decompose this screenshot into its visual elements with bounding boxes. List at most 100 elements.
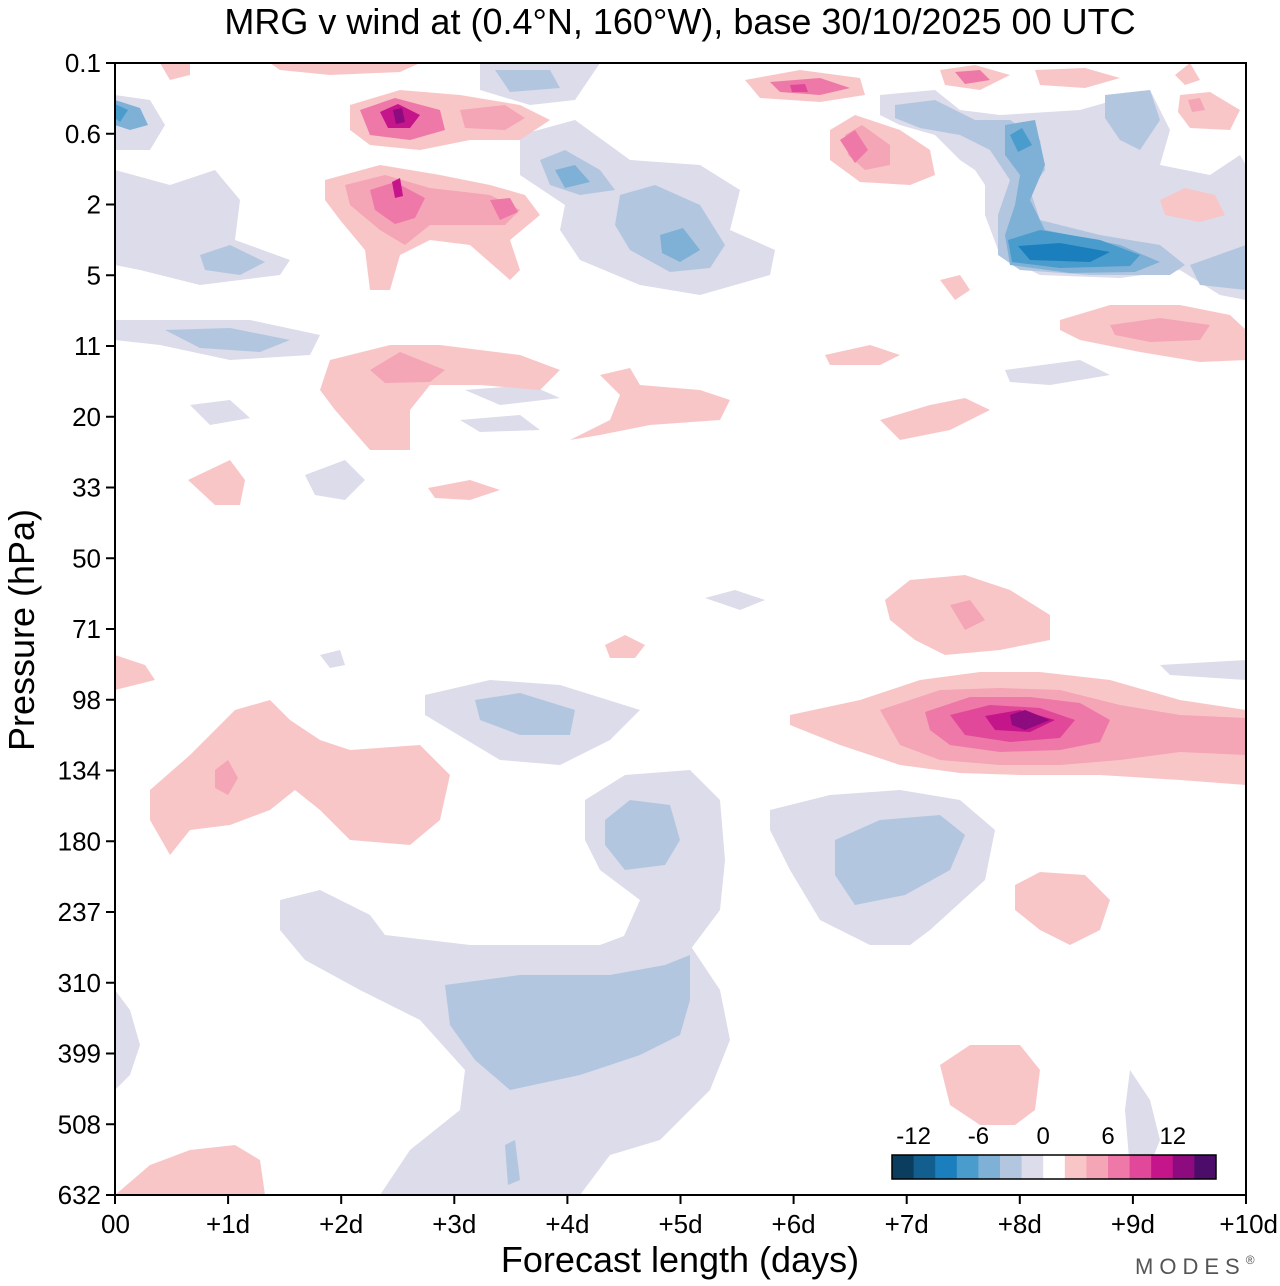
contour-neg-top-left-core	[115, 104, 128, 122]
colorbar-swatch	[892, 1155, 915, 1179]
x-tick-label: +3d	[432, 1209, 476, 1239]
x-axis-label: Forecast length (days)	[501, 1239, 859, 1280]
contour-pos-left-98hPa	[115, 655, 155, 690]
y-tick-label: 180	[58, 826, 101, 856]
y-tick-label: 310	[58, 968, 101, 998]
x-tick-label: +1d	[206, 1209, 250, 1239]
y-tick-label: 98	[72, 685, 101, 715]
colorbar-swatch	[1043, 1155, 1066, 1179]
contour-pos-9d-11hPa-inner	[1110, 318, 1210, 342]
x-tick-label: +10d	[1219, 1209, 1278, 1239]
contour-pos-8d-450hPa	[940, 1045, 1040, 1125]
y-axis-label: Pressure (hPa)	[1, 509, 42, 751]
contour-neg-right-core-top	[1010, 128, 1032, 152]
x-tick-label: +4d	[545, 1209, 589, 1239]
contour-neg-600hPa-right	[1125, 1070, 1160, 1170]
contour-pos-10d-4hPa	[940, 275, 970, 300]
x-tick-label: 00	[101, 1209, 130, 1239]
y-tick-label: 508	[58, 1109, 101, 1139]
colorbar-tick-label: 12	[1159, 1123, 1186, 1150]
contour-pos-6d-upper-inner	[770, 78, 850, 95]
y-axis: 0.1 0.6 2 5 11 20 33 50 71 98 134 180 237 310 399 508 63…	[58, 48, 115, 1210]
x-tick-label: +8d	[998, 1209, 1042, 1239]
contour-neg-20hPa	[190, 400, 250, 425]
contour-neg-55hPa	[705, 590, 765, 610]
contour-neg-80hPa	[320, 650, 345, 668]
contour-neg-98hPa-inner	[475, 693, 575, 735]
y-tick-label: 33	[72, 473, 101, 503]
x-tick-label: +9d	[1111, 1209, 1155, 1239]
colorbar-swatch	[1021, 1155, 1044, 1179]
chart-title: MRG v wind at (0.4°N, 160°W), base 30/10…	[224, 1, 1135, 42]
contour-pos-2.5d-2hPa-inner	[370, 182, 425, 224]
colorbar-frame	[891, 1154, 1217, 1180]
colorbar-swatch	[913, 1155, 936, 1179]
contour-neg-4d-core	[555, 165, 590, 188]
contour-pos-3d-upper	[460, 105, 525, 130]
contour-pos-8.5d-240hPa	[1015, 872, 1110, 945]
colorbar-swatch	[1000, 1155, 1023, 1179]
y-tick-label: 0.6	[65, 119, 101, 149]
colorbar-tick-label: -12	[896, 1123, 931, 1150]
contour-neg-5d-core	[660, 228, 700, 262]
colorbar-swatch	[1151, 1155, 1174, 1179]
x-axis: 00 +1d +2d +3d +4d +5d +6d +7d +8d +9d +10d	[101, 1195, 1278, 1239]
colorbar-swatch	[956, 1155, 979, 1179]
contour-pos-10d-upper-inner	[1188, 98, 1205, 112]
y-tick-label: 399	[58, 1039, 101, 1069]
contour-neg-11hPa-inner	[165, 328, 290, 352]
contour-pos-2.5d-2hPa-core	[392, 178, 403, 198]
colorbar-swatch	[1172, 1155, 1195, 1179]
colorbar-swatch	[978, 1155, 1001, 1179]
contour-neg-98hPa-right	[1160, 660, 1246, 680]
colorbar-tick-label: -6	[968, 1123, 989, 1150]
contour-neg-180hPa-right-inner	[835, 815, 965, 905]
contour-neg-33hPa	[305, 460, 365, 500]
contour-pos-2.5d-11hPa-inner	[370, 352, 445, 383]
contour-neg-left-5	[200, 245, 265, 275]
contour-pos-6.5d-core	[840, 130, 868, 163]
contour-pos-top-upper	[270, 63, 420, 75]
contour-fills	[115, 63, 1246, 1195]
y-tick-label: 0.1	[65, 48, 101, 78]
brand-mark: ®	[1246, 1253, 1255, 1267]
contour-neg-right-edge	[1190, 245, 1246, 290]
contour-pos-1d-33hPa	[188, 460, 245, 505]
contour-pos-3d-33hPa	[428, 480, 500, 500]
contour-neg-17hPa-right	[1005, 360, 1110, 385]
y-tick-label: 632	[58, 1180, 101, 1210]
colorbar-swatch	[1194, 1155, 1217, 1179]
contour-pos-8d-top-inner	[955, 70, 990, 84]
contour-neg-right-core	[1018, 243, 1110, 262]
colorbar-tick-label: 6	[1101, 1123, 1114, 1150]
y-tick-label: 134	[58, 756, 101, 786]
contour-pos-10d-top	[1175, 63, 1200, 85]
contour-pos-1d-150hPa-inner	[215, 760, 238, 795]
x-tick-label: +6d	[772, 1209, 816, 1239]
contour-pos-8d-71hPa-inner	[950, 600, 985, 630]
contour-neg-right-9d	[1105, 90, 1160, 150]
contour-pos-6d-upper-core	[790, 84, 808, 92]
contour-neg-300hPa-inner	[445, 955, 690, 1090]
x-tick-label: +2d	[319, 1209, 363, 1239]
x-tick-label: +5d	[658, 1209, 702, 1239]
plot-area	[114, 62, 1247, 1196]
contour-pos-5d-20hPa	[560, 368, 730, 445]
contour-pos-4.5d-70hPa	[605, 635, 645, 658]
colorbar-swatch	[1129, 1155, 1152, 1179]
y-tick-label: 50	[72, 543, 101, 573]
contour-neg-600hPa	[505, 1140, 520, 1185]
contour-neg-left-bottom	[115, 990, 140, 1090]
colorbar: -12 -6 0 6 12	[891, 1123, 1217, 1180]
contour-pos-left-bottom	[115, 1145, 265, 1195]
contour-pos-8d-110hPa-core	[1010, 710, 1050, 730]
colorbar-swatch	[935, 1155, 958, 1179]
contour-pos-3d-2hPa	[490, 198, 518, 220]
contour-pos-top-2d	[160, 63, 190, 80]
contour-neg-14hPa	[465, 385, 560, 405]
brand-name: MODES	[1135, 1254, 1246, 1279]
contour-pos-2.5d-upper-dot	[393, 108, 405, 124]
y-tick-label: 20	[72, 402, 101, 432]
contour-pos-8.5d-top	[1035, 68, 1120, 88]
